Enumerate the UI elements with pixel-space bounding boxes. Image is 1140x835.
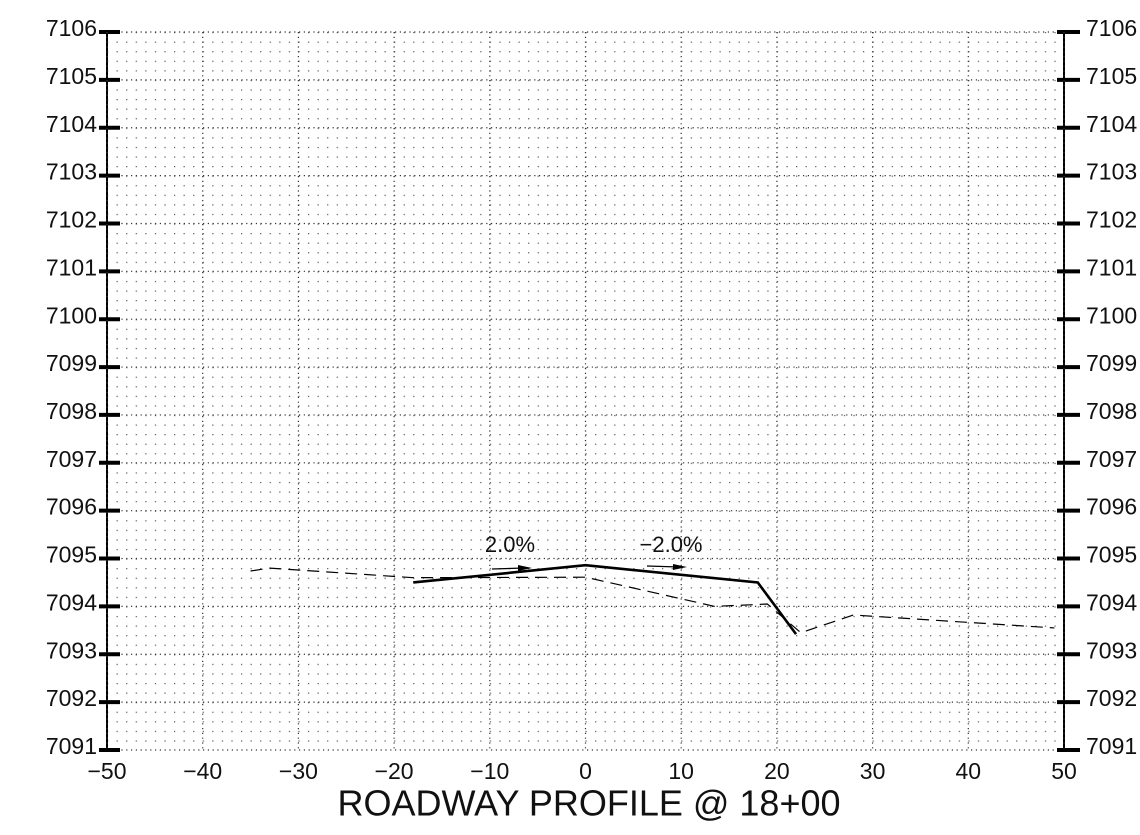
x-tick-label: 0 <box>579 758 592 784</box>
x-tick-label: −10 <box>470 758 509 784</box>
y-tick-label: 7103 <box>46 159 97 185</box>
slope-arrowhead <box>518 565 532 571</box>
y2-tick-label: 7102 <box>1086 207 1137 233</box>
y-tick-label: 7100 <box>46 302 97 328</box>
slope-arrowhead <box>673 564 687 570</box>
y2-tick-label: 7106 <box>1086 15 1137 41</box>
y2-tick-label: 7103 <box>1086 159 1137 185</box>
y2-tick-label: 7104 <box>1086 111 1137 137</box>
existing-ground-line <box>250 567 1055 634</box>
x-tick-label: 40 <box>956 758 982 784</box>
y-tick-label: 7094 <box>46 589 97 615</box>
slope-label: −2.0% <box>640 532 703 557</box>
y-tick-label: 7096 <box>46 494 97 520</box>
x-tick-label: −30 <box>279 758 318 784</box>
y-tick-label: 7098 <box>46 398 97 424</box>
y-tick-label: 7104 <box>46 111 97 137</box>
y2-tick-label: 7101 <box>1086 254 1137 280</box>
y-tick-label: 7095 <box>46 542 97 568</box>
y-tick-label: 7092 <box>46 685 97 711</box>
y2-tick-label: 7097 <box>1086 446 1137 472</box>
proposed-line <box>413 563 798 635</box>
y2-tick-label: 7093 <box>1086 637 1137 663</box>
y-tick-label: 7091 <box>46 733 97 759</box>
dot-grid <box>107 32 1064 750</box>
y-tick-label: 7097 <box>46 446 97 472</box>
x-tick-label: −40 <box>183 758 222 784</box>
y-tick-label: 7101 <box>46 254 97 280</box>
y2-tick-label: 7096 <box>1086 494 1137 520</box>
chart-title: ROADWAY PROFILE @ 18+00 <box>337 783 840 824</box>
y2-tick-label: 7092 <box>1086 685 1137 711</box>
x-tick-label: 10 <box>668 758 694 784</box>
x-tick-label: 50 <box>1051 758 1077 784</box>
y-tick-label: 7106 <box>46 15 97 41</box>
x-tick-label: 20 <box>764 758 790 784</box>
x-tick-label: −20 <box>375 758 414 784</box>
y-tick-label: 7105 <box>46 63 97 89</box>
y-tick-label: 7102 <box>46 207 97 233</box>
y-tick-label: 7099 <box>46 350 97 376</box>
y2-tick-label: 7099 <box>1086 350 1137 376</box>
y2-tick-label: 7095 <box>1086 542 1137 568</box>
y2-tick-label: 7100 <box>1086 302 1137 328</box>
y2-tick-label: 7091 <box>1086 733 1137 759</box>
slope-label: 2.0% <box>485 532 535 557</box>
x-tick-label: −50 <box>87 758 126 784</box>
x-tick-label: 30 <box>860 758 886 784</box>
y-tick-label: 7093 <box>46 637 97 663</box>
y2-tick-label: 7105 <box>1086 63 1137 89</box>
y2-tick-label: 7098 <box>1086 398 1137 424</box>
y2-tick-label: 7094 <box>1086 589 1137 615</box>
